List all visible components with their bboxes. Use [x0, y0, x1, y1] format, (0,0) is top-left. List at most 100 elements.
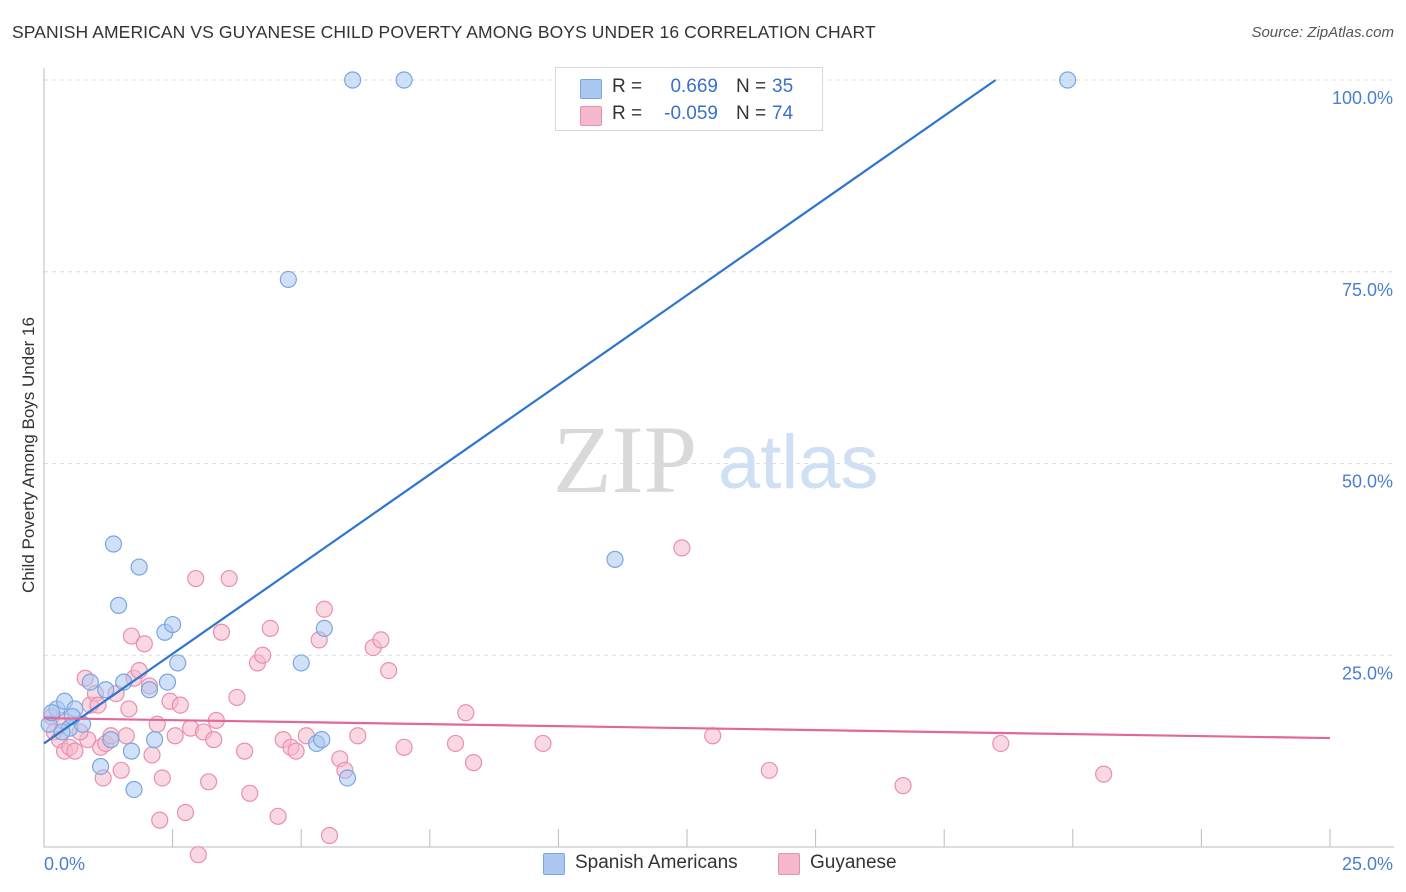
- spanish-american-point: [125, 780, 143, 799]
- guyanese-point: [228, 688, 246, 707]
- legend-r-label: R =: [612, 103, 643, 124]
- x-tick-labels: 0.0% 25.0%: [44, 854, 1393, 874]
- guyanese-point: [148, 715, 166, 733]
- spanish-american-point: [344, 71, 362, 89]
- spanish-americans-points: [40, 71, 1077, 799]
- guyanese-point: [117, 727, 135, 745]
- guyanese-point: [112, 761, 130, 779]
- guyanese-point: [122, 627, 141, 645]
- spanish-american-point: [1059, 71, 1077, 89]
- guyanese-trend-line: [43, 717, 1331, 740]
- guyanese-point: [176, 803, 195, 822]
- spanish-american-point: [313, 731, 331, 749]
- guyanese-point: [395, 738, 413, 756]
- guyanese-point: [349, 727, 367, 745]
- spanish-americans-trend-line: [43, 79, 997, 745]
- guyanese-point: [446, 734, 465, 753]
- legend-swatch-pink: [580, 106, 602, 126]
- guyanese-point: [254, 646, 272, 664]
- legend-r-value: -0.059: [664, 103, 718, 124]
- guyanese-point: [261, 619, 279, 638]
- y-tick-label: 100.0%: [1332, 88, 1393, 108]
- guyanese-point: [372, 631, 390, 649]
- guyanese-point: [189, 846, 207, 864]
- legend-n-label: N =: [736, 103, 767, 124]
- gridlines: [44, 79, 1394, 656]
- trend-lines: [43, 79, 1331, 745]
- spanish-american-point: [338, 769, 357, 787]
- spanish-american-point: [164, 615, 182, 634]
- legend-r-label: R =: [612, 76, 643, 97]
- legend-n-label: N =: [736, 76, 767, 97]
- guyanese-point: [153, 769, 171, 787]
- guyanese-point: [457, 704, 475, 722]
- guyanese-point: [120, 700, 138, 718]
- legend-label: Spanish Americans: [575, 852, 738, 873]
- spanish-american-point: [102, 731, 120, 749]
- spanish-american-point: [122, 742, 141, 760]
- spanish-american-point: [130, 558, 148, 576]
- guyanese-point: [380, 661, 398, 680]
- legend-swatch-blue: [580, 79, 602, 99]
- chart-title: SPANISH AMERICAN VS GUYANESE CHILD POVER…: [12, 22, 876, 42]
- guyanese-point: [320, 826, 339, 845]
- guyanese-points: [43, 539, 1113, 864]
- watermark: ZIP atlas: [553, 406, 879, 513]
- legend-row-spanish-americans: R = 0.669 N = 35: [556, 73, 822, 101]
- spanish-american-point: [63, 708, 81, 726]
- legend-n-value: 74: [772, 103, 794, 124]
- guyanese-point: [992, 734, 1010, 753]
- spanish-american-point: [315, 619, 333, 638]
- guyanese-point: [205, 731, 223, 749]
- y-tick-label: 75.0%: [1342, 280, 1393, 300]
- y-tick-label: 50.0%: [1342, 472, 1393, 492]
- legend-swatch-pink: [778, 853, 800, 875]
- legend-n-value: 35: [772, 76, 794, 97]
- legend-label: Guyanese: [810, 852, 897, 873]
- guyanese-point: [135, 635, 153, 653]
- guyanese-point: [1095, 765, 1113, 783]
- x-tick-label: 25.0%: [1342, 854, 1393, 874]
- guyanese-point: [241, 784, 259, 802]
- y-tick-label: 25.0%: [1342, 663, 1393, 683]
- guyanese-point: [166, 727, 184, 745]
- guyanese-point: [212, 623, 231, 641]
- guyanese-point: [315, 600, 333, 618]
- spanish-american-point: [395, 71, 413, 89]
- guyanese-point: [534, 734, 552, 753]
- guyanese-point: [220, 569, 238, 588]
- spanish-american-point: [43, 704, 61, 722]
- spanish-american-point: [279, 270, 297, 289]
- spanish-american-point: [97, 681, 115, 699]
- y-axis-label: Child Poverty Among Boys Under 16: [19, 317, 38, 593]
- legend-r-value: 0.669: [670, 76, 718, 97]
- spanish-american-point: [91, 757, 110, 776]
- spanish-american-point: [140, 681, 159, 699]
- correlation-legend: R = 0.669 N = 35 R = -0.059 N = 74: [555, 67, 823, 131]
- x-tick-label: 0.0%: [44, 854, 85, 874]
- spanish-american-point: [109, 596, 128, 614]
- spanish-american-point: [606, 550, 624, 568]
- spanish-american-point: [81, 673, 99, 691]
- guyanese-point: [187, 569, 205, 588]
- guyanese-point: [464, 754, 483, 772]
- spanish-american-point: [169, 654, 187, 672]
- guyanese-point: [760, 761, 778, 779]
- guyanese-point: [236, 742, 254, 760]
- legend-swatch-blue: [543, 853, 565, 875]
- y-tick-labels: 100.0% 75.0% 50.0% 25.0%: [1332, 88, 1393, 683]
- guyanese-point: [894, 777, 912, 795]
- source-credit: Source: ZipAtlas.com: [1251, 24, 1394, 41]
- spanish-american-point: [145, 731, 164, 749]
- guyanese-point: [143, 746, 161, 764]
- spanish-american-point: [158, 673, 177, 691]
- guyanese-point: [66, 742, 84, 760]
- legend-row-guyanese: R = -0.059 N = 74: [556, 100, 822, 128]
- spanish-american-point: [292, 654, 310, 672]
- guyanese-point: [200, 773, 218, 791]
- watermark-zip: ZIP: [553, 406, 697, 513]
- guyanese-point: [673, 539, 691, 557]
- spanish-american-point: [104, 535, 123, 553]
- guyanese-point: [287, 742, 305, 760]
